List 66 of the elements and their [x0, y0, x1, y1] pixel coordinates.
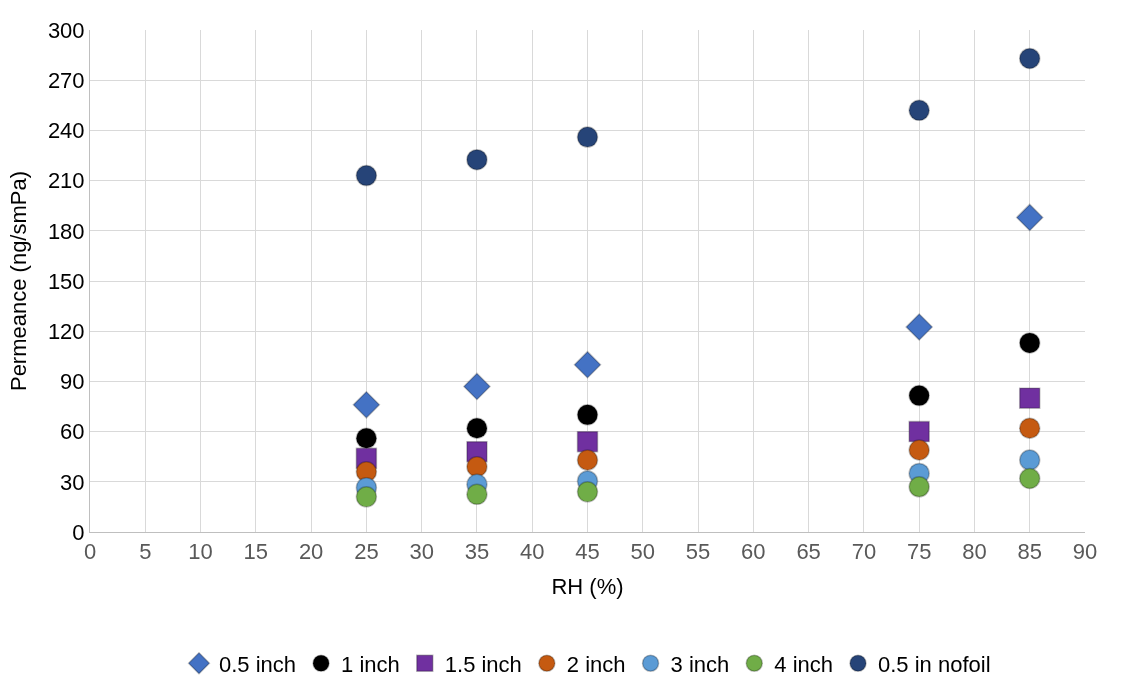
point [576, 126, 599, 148]
y-tick-label: 150 [47, 268, 85, 294]
y-tick-label: 210 [47, 168, 85, 194]
x-tick-label: 85 [1017, 539, 1042, 565]
x-tick-label: 45 [575, 539, 600, 565]
y-tick-label: 240 [47, 118, 85, 144]
point [355, 486, 378, 508]
point [1015, 203, 1044, 232]
x-tick-label: 25 [354, 539, 379, 565]
point [908, 420, 930, 443]
y-tick-label: 120 [47, 318, 85, 344]
point [352, 391, 381, 419]
point [576, 481, 599, 503]
x-tick-label: 90 [1072, 539, 1098, 565]
point [1018, 467, 1041, 490]
point [466, 417, 488, 439]
legend-label: 1.5 inch [444, 651, 522, 677]
point [466, 483, 488, 506]
x-tick-label: 65 [796, 539, 821, 565]
x-tick-label: 80 [962, 539, 987, 565]
point [908, 384, 930, 407]
point [355, 164, 378, 187]
y-tick-label: 60 [60, 419, 85, 445]
x-tick-label: 10 [188, 539, 213, 565]
y-tick-label: 300 [47, 17, 85, 43]
point [576, 449, 599, 471]
legend-label: 0.5 inch [219, 651, 297, 677]
y-tick-label: 0 [72, 519, 85, 545]
point [908, 476, 930, 498]
y-tick-label: 270 [47, 67, 85, 93]
x-tick-label: 75 [906, 539, 932, 565]
point [1018, 387, 1041, 409]
point [463, 372, 491, 401]
y-tick-label: 90 [60, 369, 85, 395]
y-tick-label: 30 [60, 469, 85, 495]
y-axis-title: Permeance (ng/smPa) [5, 170, 31, 392]
x-tick-label: 50 [630, 539, 656, 565]
point [1018, 332, 1041, 354]
x-tick-label: 40 [519, 539, 545, 565]
point [466, 455, 488, 478]
point [905, 313, 933, 341]
point [466, 148, 488, 171]
legend-label: 0.5 in nofoil [878, 651, 991, 677]
x-tick-label: 60 [741, 539, 766, 565]
x-axis-title: RH (%) [551, 574, 624, 600]
point [355, 427, 378, 450]
x-tick-label: 30 [409, 539, 434, 565]
point [576, 430, 599, 453]
legend-label: 3 inch [670, 651, 730, 677]
legend-label: 2 inch [566, 651, 626, 677]
point [1018, 449, 1041, 471]
x-tick-label: 5 [139, 539, 152, 565]
point [908, 439, 930, 461]
legend-label: 1 inch [341, 651, 400, 677]
x-tick-label: 55 [685, 539, 711, 565]
point [573, 350, 602, 379]
legend-label: 4 inch [774, 651, 833, 677]
point [908, 99, 930, 122]
point [1018, 417, 1041, 439]
y-tick-label: 180 [47, 218, 85, 244]
x-tick-label: 15 [243, 539, 269, 565]
x-tick-label: 20 [298, 539, 324, 565]
x-tick-label: 35 [464, 539, 490, 565]
x-tick-label: 70 [851, 539, 877, 565]
point [1018, 47, 1041, 70]
point [576, 404, 599, 426]
